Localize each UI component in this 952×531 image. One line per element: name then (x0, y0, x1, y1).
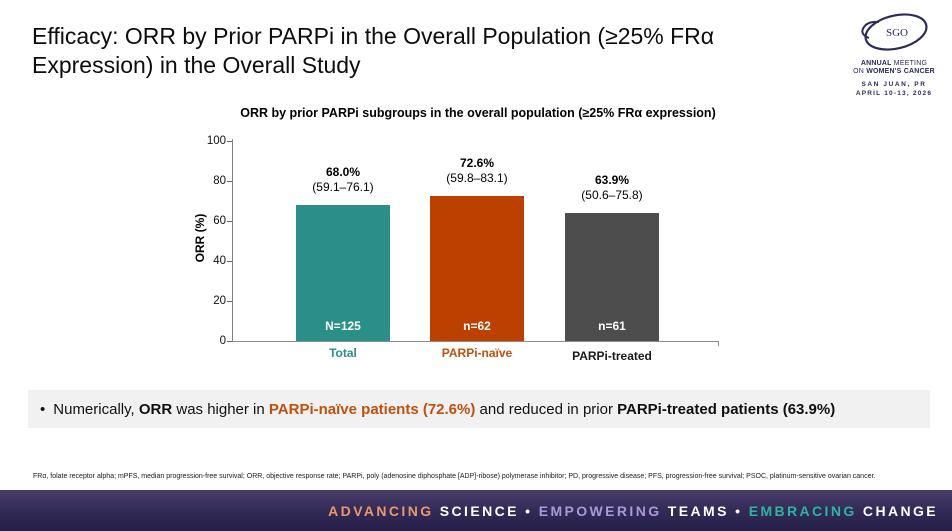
banner-segment: EMPOWERING (538, 502, 662, 519)
bar-ci-parpi-treated: (50.6–75.8) (581, 188, 643, 203)
logo-meeting: MEETING (891, 60, 928, 67)
bar-n-total: N=125 (325, 319, 361, 333)
y-tick-label: 80 (213, 175, 226, 187)
bar-value-label-parpi-treated: 63.9% (50.6–75.8) (527, 173, 697, 203)
bullet-part3: and reduced in prior (475, 400, 618, 418)
logo-meeting-text: ANNUAL MEETING ON WOMEN'S CANCER (842, 60, 946, 76)
x-axis-line (232, 341, 719, 342)
y-tick-label: 60 (213, 215, 226, 227)
logo-location: SAN JUAN, PR (861, 81, 927, 88)
logo-dates: APRIL 10-13, 2026 (855, 90, 933, 97)
bar-pct-parpi-naive: 72.6% (459, 155, 495, 170)
bullet-marker: • (40, 400, 46, 418)
bar-parpi-naive: n=62 (430, 195, 524, 341)
x-axis-end-tick (718, 341, 719, 346)
sgo-acronym: SGO (886, 27, 908, 39)
banner-segment: • (525, 502, 539, 519)
logo-womens-cancer: WOMEN'S CANCER (866, 68, 935, 75)
banner-text: ADVANCING SCIENCE • EMPOWERING TEAMS • E… (328, 503, 938, 519)
chart-title: ORR by prior PARPi subgroups in the over… (240, 106, 716, 120)
sgo-swirl-icon: SGO (861, 13, 928, 51)
y-tick-mark (227, 181, 232, 182)
bar-ci-total: (59.1–76.1) (312, 180, 374, 194)
y-tick-mark (227, 221, 232, 222)
logo-on: ON (853, 68, 867, 75)
y-tick-label: 40 (213, 255, 226, 267)
y-tick-mark (227, 341, 232, 342)
bullet-orr: ORR (138, 400, 173, 418)
banner-segment: SCIENCE (433, 502, 526, 519)
banner-segment: EMBRACING (748, 502, 857, 519)
bullet-parpi-naive-highlight: PARPi-naïve patients (72.6%) (268, 400, 476, 418)
category-label-total: Total (329, 346, 357, 360)
bar-n-parpi-naive: n=62 (463, 318, 491, 333)
bar-value-label-total: 68.0% (59.1–76.1) (258, 165, 428, 195)
key-takeaway-text: Numerically, ORR was higher in PARPi-naï… (53, 401, 835, 418)
bar-total: N=125 (296, 205, 390, 341)
logo-annual: ANNUAL (860, 60, 892, 67)
bar-pct-total: 68.0% (325, 165, 361, 179)
bar-ci-parpi-naive: (59.8–83.1) (446, 170, 508, 185)
y-tick-mark (227, 261, 232, 262)
bar-pct-parpi-treated: 63.9% (594, 173, 630, 188)
sgo-logo: SGO ANNUAL MEETING ON WOMEN'S CANCER SAN… (842, 8, 946, 97)
y-axis-line (232, 139, 233, 342)
category-label-parpi-naive: PARPi-naïve (441, 346, 513, 360)
category-label-parpi-treated: PARPi-treated (572, 349, 652, 363)
y-tick-label: 20 (213, 295, 226, 307)
bullet-part1: Numerically, (53, 400, 139, 418)
y-tick-mark (227, 141, 232, 142)
y-tick-label: 100 (206, 135, 226, 147)
banner-segment: CHANGE (856, 502, 938, 519)
bar-n-parpi-treated: n=61 (598, 318, 626, 333)
y-tick-label: 0 (219, 335, 226, 347)
key-takeaway-box: • Numerically, ORR was higher in PARPi-n… (28, 390, 930, 428)
y-tick-mark (227, 301, 232, 302)
abbreviations-footnote: FRα, folate receptor alpha; mPFS, median… (33, 473, 876, 480)
bullet-part2: was higher in (172, 400, 269, 418)
page-title: Efficacy: ORR by Prior PARPi in the Over… (32, 23, 715, 78)
banner-segment: ADVANCING (328, 502, 434, 519)
bullet-parpi-treated-highlight: PARPi-treated patients (63.9%) (617, 400, 836, 418)
bar-parpi-treated: n=61 (565, 213, 659, 341)
bar-value-label-parpi-naive: 72.6% (59.8–83.1) (392, 156, 562, 186)
conference-banner: ADVANCING SCIENCE • EMPOWERING TEAMS • E… (0, 490, 952, 531)
banner-segment: TEAMS (661, 502, 736, 519)
banner-segment: • (735, 502, 749, 519)
